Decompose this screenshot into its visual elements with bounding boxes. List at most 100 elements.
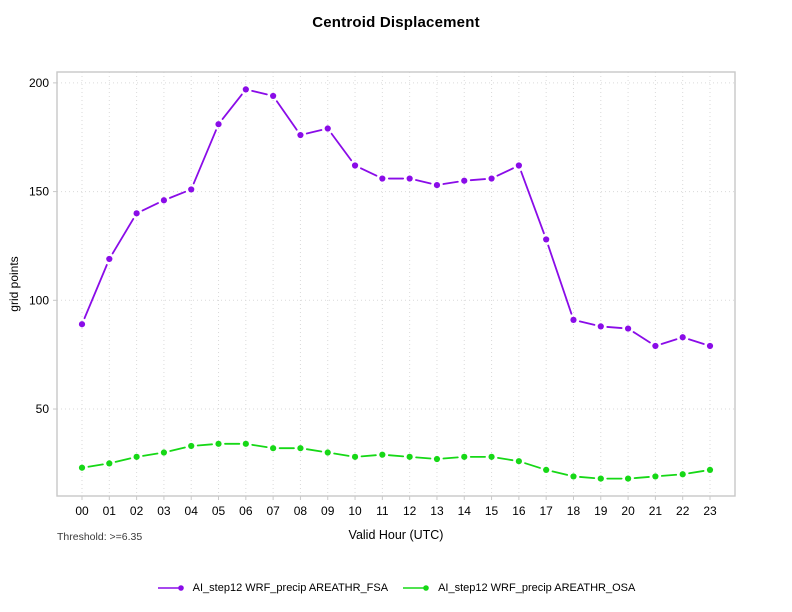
- x-tick-label-02: 02: [130, 504, 144, 518]
- series-segment-fsa: [469, 178, 486, 182]
- threshold-note: Threshold: >=6.35: [57, 531, 143, 543]
- series-segment-fsa: [520, 170, 545, 235]
- y-tick-label-200: 200: [29, 76, 49, 90]
- x-tick-label-11: 11: [376, 504, 389, 518]
- y-tick-label-50: 50: [36, 402, 50, 416]
- x-tick-label-05: 05: [212, 504, 226, 518]
- series-segment-fsa: [606, 326, 623, 329]
- data-point-osa-12: [406, 453, 413, 460]
- data-point-osa-11: [379, 451, 386, 458]
- data-point-osa-15: [488, 453, 495, 460]
- x-tick-label-18: 18: [567, 504, 581, 518]
- data-point-fsa-11: [379, 175, 386, 182]
- data-point-fsa-05: [215, 121, 222, 128]
- x-tick-label-19: 19: [594, 504, 608, 518]
- data-point-fsa-17: [543, 236, 550, 243]
- series-segment-fsa: [169, 190, 187, 199]
- data-point-fsa-13: [433, 181, 441, 189]
- data-point-osa-13: [433, 455, 441, 463]
- x-tick-label-16: 16: [512, 504, 526, 518]
- x-tick-label-06: 06: [239, 504, 253, 518]
- data-point-fsa-10: [351, 162, 359, 169]
- data-point-fsa-14: [461, 177, 468, 184]
- data-point-fsa-18: [570, 316, 577, 323]
- series-segment-fsa: [360, 167, 378, 177]
- x-tick-label-13: 13: [430, 504, 444, 518]
- series-segment-fsa: [547, 244, 573, 315]
- data-point-fsa-23: [706, 342, 714, 350]
- data-point-fsa-06: [242, 86, 249, 93]
- data-point-osa-16: [515, 458, 522, 465]
- data-point-osa-17: [543, 466, 550, 474]
- x-tick-label-08: 08: [294, 504, 308, 518]
- x-tick-label-10: 10: [348, 504, 362, 518]
- data-point-fsa-08: [297, 131, 304, 139]
- x-tick-label-22: 22: [676, 504, 690, 518]
- series-segment-osa: [579, 476, 596, 479]
- series-segment-osa: [497, 456, 514, 462]
- x-tick-label-17: 17: [539, 504, 553, 518]
- data-point-osa-03: [160, 449, 168, 456]
- series-segment-osa: [442, 456, 459, 460]
- series-segment-fsa: [192, 129, 217, 185]
- x-tick-label-01: 01: [103, 504, 117, 518]
- data-point-osa-20: [624, 475, 632, 482]
- data-point-osa-22: [679, 471, 686, 478]
- x-axis-label: Valid Hour (UTC): [348, 528, 444, 542]
- series-segment-fsa: [496, 167, 514, 177]
- series-segment-osa: [633, 476, 650, 479]
- legend-entry-fsa: AI_step12 WRF_precip AREATHR_FSA: [157, 582, 388, 594]
- data-point-osa-09: [324, 449, 331, 456]
- data-point-osa-19: [597, 475, 604, 482]
- series-segment-osa: [251, 443, 268, 449]
- x-tick-label-21: 21: [649, 504, 663, 518]
- x-tick-label-09: 09: [321, 504, 335, 518]
- data-point-fsa-09: [324, 125, 331, 132]
- data-point-osa-06: [242, 440, 249, 447]
- x-tick-label-00: 00: [75, 504, 89, 518]
- legend-swatch-fsa-icon: [157, 585, 184, 591]
- data-point-osa-18: [570, 473, 577, 480]
- x-tick-label-04: 04: [185, 504, 199, 518]
- y-axis-label: grid points: [7, 256, 21, 312]
- x-tick-label-20: 20: [621, 504, 635, 518]
- data-point-fsa-20: [624, 325, 632, 332]
- data-point-fsa-15: [488, 175, 495, 182]
- series-segment-fsa: [221, 93, 243, 120]
- legend-label-osa: AI_step12 WRF_precip AREATHR_OSA: [438, 582, 636, 594]
- y-tick-label-100: 100: [29, 293, 49, 307]
- x-tick-label-03: 03: [157, 504, 171, 518]
- legend-entry-osa: AI_step12 WRF_precip AREATHR_OSA: [402, 582, 635, 594]
- x-tick-label-07: 07: [266, 504, 280, 518]
- data-point-osa-08: [297, 445, 304, 452]
- chart-legend: AI_step12 WRF_precip AREATHR_FSA AI_step1…: [0, 582, 792, 594]
- series-segment-fsa: [305, 129, 323, 135]
- data-point-osa-10: [351, 453, 359, 460]
- series-segment-osa: [415, 456, 432, 460]
- series-segment-osa: [387, 454, 405, 458]
- series-segment-fsa: [275, 100, 298, 131]
- series-segment-fsa: [141, 202, 159, 212]
- data-point-fsa-12: [406, 175, 413, 182]
- data-point-fsa-00: [78, 321, 86, 328]
- chart-title: Centroid Displacement: [312, 14, 480, 31]
- series-segment-osa: [305, 448, 323, 453]
- series-segment-osa: [524, 462, 541, 469]
- series-segment-fsa: [442, 180, 459, 185]
- series-segment-fsa: [251, 90, 268, 96]
- data-point-osa-01: [106, 460, 113, 467]
- series-segment-fsa: [330, 132, 353, 162]
- data-point-fsa-19: [597, 323, 604, 330]
- data-point-fsa-16: [515, 162, 522, 169]
- data-point-fsa-04: [188, 186, 195, 193]
- y-tick-label-150: 150: [29, 185, 49, 199]
- data-point-osa-02: [133, 453, 140, 460]
- data-point-osa-04: [188, 442, 195, 450]
- series-segment-osa: [87, 463, 104, 468]
- series-segment-fsa: [632, 331, 651, 344]
- series-segment-fsa: [83, 264, 108, 320]
- data-point-fsa-21: [652, 342, 659, 350]
- series-segment-fsa: [111, 218, 135, 255]
